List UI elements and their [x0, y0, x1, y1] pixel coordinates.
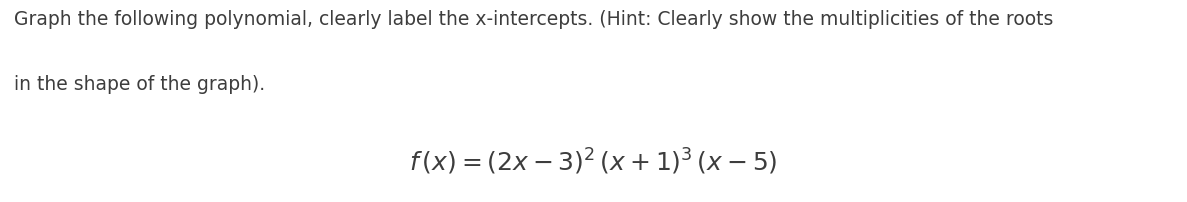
- Text: in the shape of the graph).: in the shape of the graph).: [14, 75, 266, 94]
- Text: $f\,(x) = (2x - 3)^2\,(x + 1)^3\,(x - 5)$: $f\,(x) = (2x - 3)^2\,(x + 1)^3\,(x - 5)…: [410, 146, 777, 177]
- Text: Graph the following polynomial, clearly label the x-intercepts. (Hint: Clearly s: Graph the following polynomial, clearly …: [14, 10, 1054, 29]
